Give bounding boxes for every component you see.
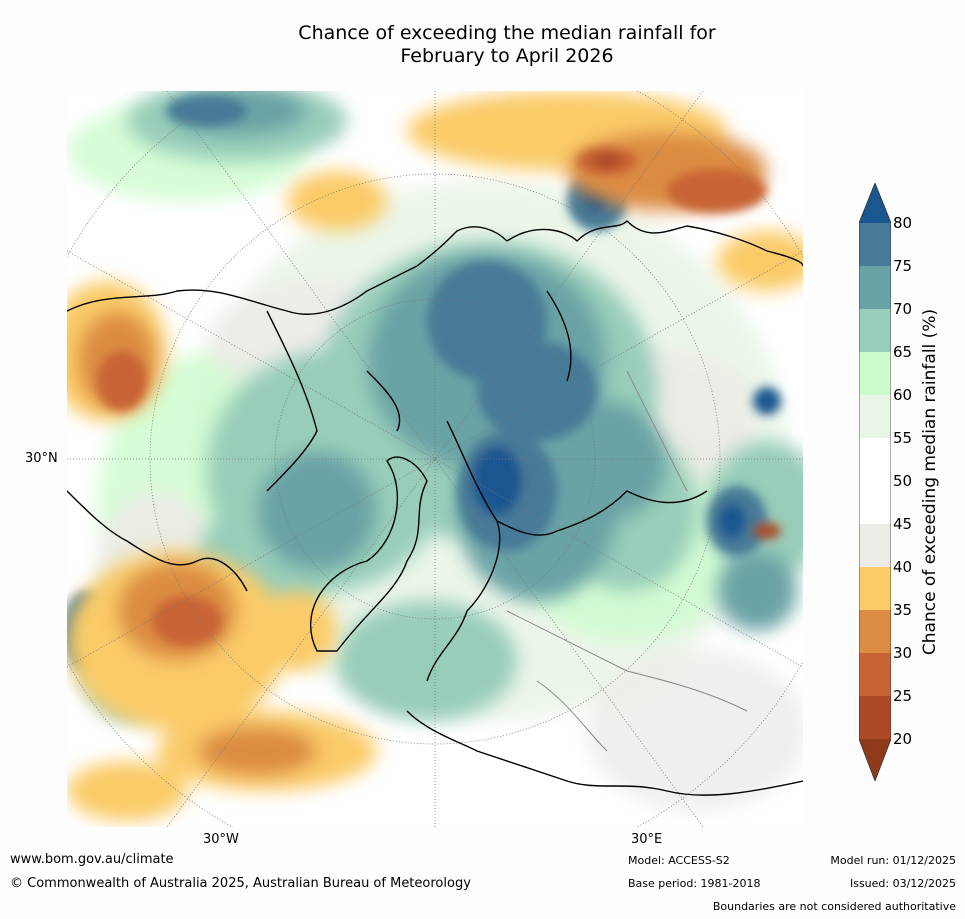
chart-title: Chance of exceeding the median rainfall … — [0, 22, 965, 68]
colorbar-tick: 40 — [893, 558, 913, 576]
issued-date: Issued: 03/12/2025 — [849, 877, 956, 890]
colorbar-bin — [859, 352, 891, 395]
colorbar-bin — [859, 395, 891, 438]
graticule — [67, 91, 803, 827]
colorbar-bin — [859, 653, 891, 696]
colorbar-label: Chance of exceeding median rainfall (%) — [920, 308, 940, 656]
colorbar-bin — [859, 223, 891, 266]
title-line-1: Chance of exceeding the median rainfall … — [298, 22, 716, 44]
colorbar-bin — [859, 696, 891, 739]
colorbar-tick: 45 — [893, 515, 913, 533]
model-name: Model: ACCESS-S2 — [628, 854, 730, 867]
colorbar-tick: 70 — [893, 300, 913, 318]
colorbar-tick: 50 — [893, 472, 913, 490]
colorbar-bin — [859, 266, 891, 309]
colorbar-bin — [859, 610, 891, 653]
copyright-notice: © Commonwealth of Australia 2025, Austra… — [10, 876, 471, 891]
colorbar-bin — [859, 481, 891, 524]
colorbar-tick: 20 — [893, 730, 913, 748]
coastlines — [67, 220, 803, 796]
colorbar-bin — [859, 309, 891, 352]
longitude-label-30e: 30°E — [631, 832, 663, 847]
colorbar-top-arrow — [859, 183, 891, 223]
base-period: Base period: 1981-2018 — [628, 877, 761, 890]
website-link[interactable]: www.bom.gov.au/climate — [10, 852, 174, 867]
colorbar-bin — [859, 438, 891, 481]
very-dry-regions — [97, 147, 781, 646]
colorbar-bin — [859, 524, 891, 567]
colorbar-bin — [859, 567, 891, 610]
colorbar — [858, 181, 892, 783]
model-run-date: Model run: 01/12/2025 — [830, 854, 956, 867]
colorbar-tick: 80 — [893, 214, 913, 232]
colorbar-tick: 60 — [893, 386, 913, 404]
colorbar-tick: 35 — [893, 601, 913, 619]
latitude-label-30n: 30°N — [25, 451, 58, 466]
colorbar-tick: 25 — [893, 687, 913, 705]
colorbar-tick: 55 — [893, 429, 913, 447]
boundaries-disclaimer: Boundaries are not considered authoritat… — [712, 900, 956, 913]
colorbar-tick: 65 — [893, 343, 913, 361]
country-borders — [506, 370, 748, 752]
colorbar-bottom-arrow — [859, 739, 891, 781]
title-line-2: February to April 2026 — [400, 45, 614, 67]
colorbar-tick: 30 — [893, 644, 913, 662]
map-canvas — [67, 91, 803, 827]
colorbar-tick: 75 — [893, 257, 913, 275]
colorbar-canvas — [858, 181, 892, 783]
longitude-label-30w: 30°W — [203, 832, 239, 847]
polar-map — [67, 91, 803, 827]
